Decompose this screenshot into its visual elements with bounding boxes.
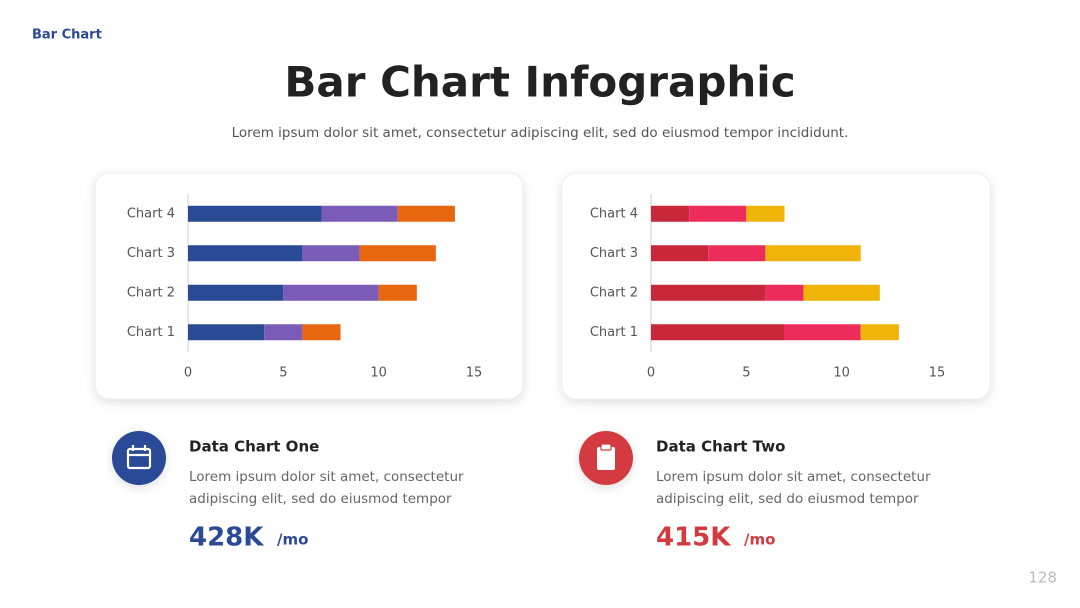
calendar-icon (112, 431, 166, 485)
y-tick-label: Chart 2 (590, 285, 638, 300)
x-tick-label: 10 (833, 366, 850, 381)
bar-segment (378, 284, 417, 301)
bar-segment (651, 284, 766, 301)
card-body: adipiscing elit, sed do eiusmod tempor (189, 491, 452, 507)
bar-segment (803, 284, 880, 301)
bar-segment (708, 245, 766, 262)
y-tick-label: Chart 1 (590, 325, 638, 340)
x-tick-label: 15 (929, 366, 946, 381)
title: Bar Chart Infographic (284, 58, 795, 107)
bar-segment (397, 205, 455, 222)
card-title: Data Chart Two (656, 438, 785, 456)
bar-segment (689, 205, 747, 222)
card-unit: /mo (277, 531, 308, 549)
card-title: Data Chart One (189, 438, 319, 456)
y-tick-label: Chart 3 (127, 246, 175, 261)
bar-segment (359, 245, 436, 262)
bar-segment (784, 324, 861, 341)
bar-segment (264, 324, 303, 341)
y-tick-label: Chart 3 (590, 246, 638, 261)
card-value: 428K (189, 523, 264, 553)
bar-segment (765, 245, 861, 262)
bar-segment (651, 245, 709, 262)
bar-segment (188, 284, 284, 301)
x-tick-label: 0 (647, 366, 655, 381)
bar-segment (321, 205, 398, 222)
y-tick-label: Chart 4 (127, 206, 175, 221)
x-tick-label: 5 (279, 366, 287, 381)
section-label: Bar Chart (32, 28, 102, 43)
bar-segment (302, 245, 360, 262)
bar-segment (746, 205, 785, 222)
card-unit: /mo (744, 531, 775, 549)
page-number: 128 (1028, 569, 1057, 587)
bar-segment (651, 205, 690, 222)
y-tick-label: Chart 4 (590, 206, 638, 221)
y-tick-label: Chart 2 (127, 285, 175, 300)
x-tick-label: 5 (742, 366, 750, 381)
bar-segment (188, 205, 322, 222)
x-tick-label: 10 (370, 366, 387, 381)
card-value: 415K (656, 523, 731, 553)
y-tick-label: Chart 1 (127, 325, 175, 340)
subtitle: Lorem ipsum dolor sit amet, consectetur … (232, 125, 849, 141)
x-tick-label: 15 (466, 366, 483, 381)
bar-segment (188, 245, 303, 262)
bar-segment (188, 324, 265, 341)
card-body: adipiscing elit, sed do eiusmod tempor (656, 491, 919, 507)
card-body: Lorem ipsum dolor sit amet, consectetur (189, 469, 464, 485)
bar-segment (765, 284, 804, 301)
x-tick-label: 0 (184, 366, 192, 381)
bar-segment (302, 324, 341, 341)
bar-segment (283, 284, 379, 301)
card-body: Lorem ipsum dolor sit amet, consectetur (656, 469, 931, 485)
bar-segment (860, 324, 899, 341)
clipboard-icon (579, 431, 633, 485)
bar-segment (651, 324, 785, 341)
